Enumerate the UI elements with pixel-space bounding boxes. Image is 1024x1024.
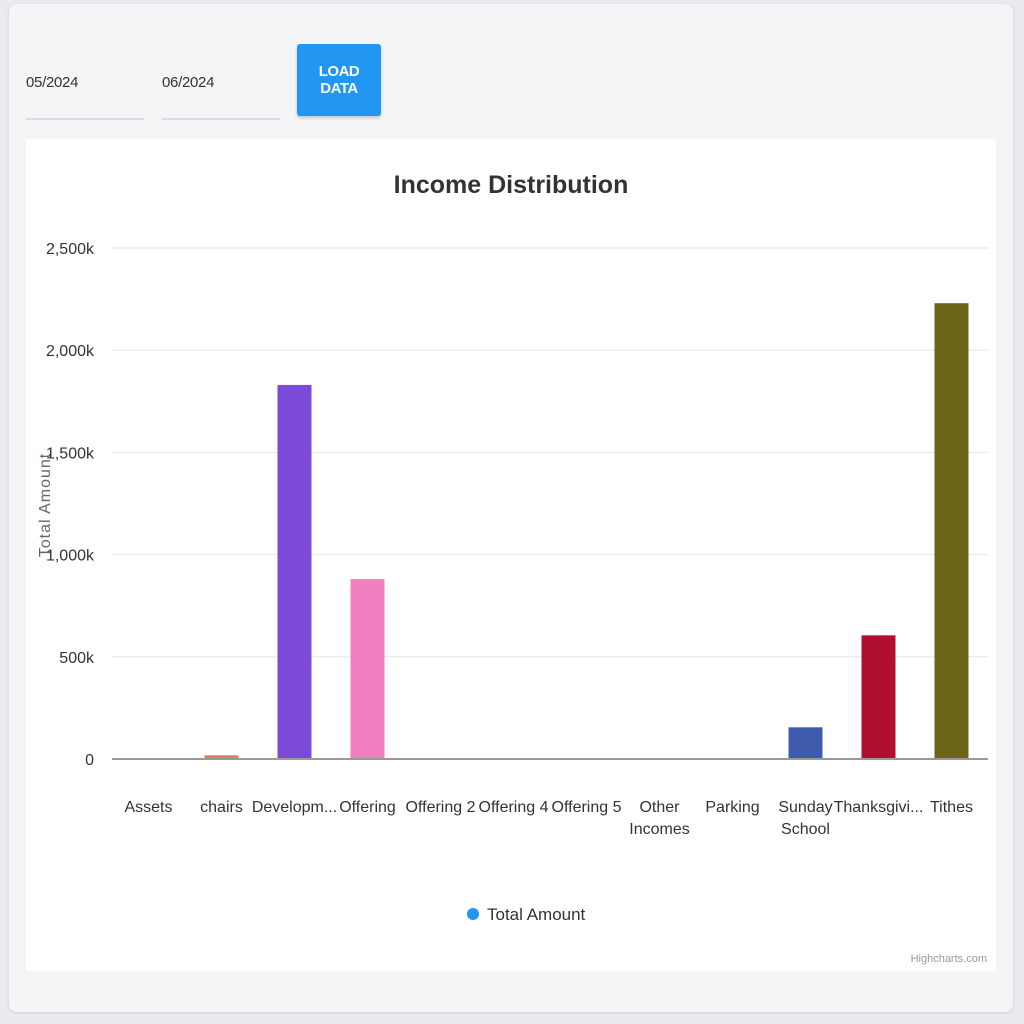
- y-tick-label: 1,000k: [46, 548, 95, 565]
- x-tick-label: Offering: [339, 799, 396, 816]
- x-axis-labels: Assets chairs Developm... Offering Offering …: [124, 799, 973, 838]
- x-tick-label: Assets: [124, 799, 172, 816]
- start-month-field[interactable]: [26, 62, 144, 120]
- chart-title: Income Distribution: [394, 171, 629, 199]
- y-tick-label: 500k: [59, 650, 95, 667]
- grid-lines: [112, 247, 988, 658]
- bar[interactable]: [788, 727, 823, 759]
- x-tick-label: Thanksgivi...: [834, 799, 924, 816]
- bar[interactable]: [350, 579, 385, 759]
- y-tick-label: 2,000k: [46, 343, 95, 360]
- legend-symbol[interactable]: [467, 908, 479, 920]
- start-month-input[interactable]: [26, 62, 144, 91]
- y-axis-title: Total Amount: [37, 453, 54, 558]
- x-tick-label: Offering 5: [552, 799, 622, 816]
- x-tick-label: Sunday School: [778, 799, 832, 838]
- end-month-input[interactable]: [162, 62, 280, 91]
- end-month-field[interactable]: [162, 62, 280, 120]
- bar[interactable]: [934, 303, 969, 759]
- x-tick-label: chairs: [200, 799, 243, 816]
- y-tick-label: 0: [85, 752, 94, 769]
- income-chart: Income Distribution 0 500k 1,000k 1,500k 2,0…: [26, 139, 996, 971]
- x-tick-label: Offering 4: [479, 799, 549, 816]
- legend-label[interactable]: Total Amount: [487, 905, 586, 924]
- y-tick-label: 2,500k: [46, 241, 95, 258]
- x-tick-label: Other Incomes: [629, 799, 689, 838]
- highcharts-credits[interactable]: Highcharts.com: [911, 953, 987, 965]
- bars: [131, 303, 969, 759]
- y-tick-label: 1,500k: [46, 445, 95, 462]
- legend[interactable]: Total Amount: [467, 905, 586, 924]
- y-axis-ticks: 0 500k 1,000k 1,500k 2,000k 2,500k: [46, 241, 95, 769]
- report-card: LOAD DATA Income Distribution 0 500k 1,000…: [9, 4, 1013, 1012]
- chart-canvas: Income Distribution 0 500k 1,000k 1,500k 2,0…: [37, 171, 988, 965]
- x-tick-label: Developm...: [252, 799, 337, 816]
- x-tick-label: Offering 2: [406, 799, 476, 816]
- bar[interactable]: [277, 384, 312, 759]
- bar[interactable]: [861, 635, 896, 759]
- load-data-button[interactable]: LOAD DATA: [297, 44, 381, 116]
- x-tick-label: Parking: [705, 799, 759, 816]
- x-tick-label: Tithes: [930, 799, 973, 816]
- bar[interactable]: [204, 755, 239, 759]
